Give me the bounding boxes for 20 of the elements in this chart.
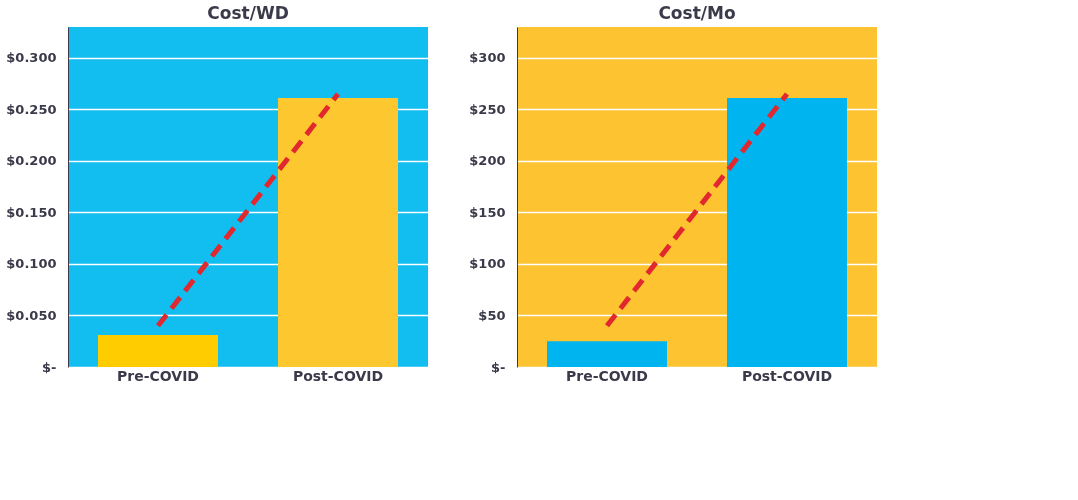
y-tick-label: $- [491,359,506,375]
x-tick-label: Pre-COVID [117,367,199,384]
x-tick-label: Pre-COVID [566,367,648,384]
y-tick-label: $250 [469,101,506,117]
y-tick-label: $0.300 [6,50,57,66]
y-tick-label: $- [42,359,57,375]
y-tick-label: $0.100 [6,256,57,272]
y-tick-label: $0.250 [6,101,57,117]
y-tick-label: $150 [469,204,506,220]
chart-title: Cost/WD [207,3,289,23]
chart-title: Cost/Mo [658,3,736,23]
y-tick-label: $300 [469,50,506,66]
y-tick-label: $200 [469,153,506,169]
y-tick-label: $100 [469,256,506,272]
x-tick-label: Post-COVID [292,367,384,384]
y-tick-label: $50 [478,307,506,323]
y-tick-label: $0.200 [6,153,57,169]
x-tick-label: Post-COVID [741,367,833,384]
y-tick-label: $0.050 [6,307,57,323]
y-tick-label: $0.150 [6,204,57,220]
